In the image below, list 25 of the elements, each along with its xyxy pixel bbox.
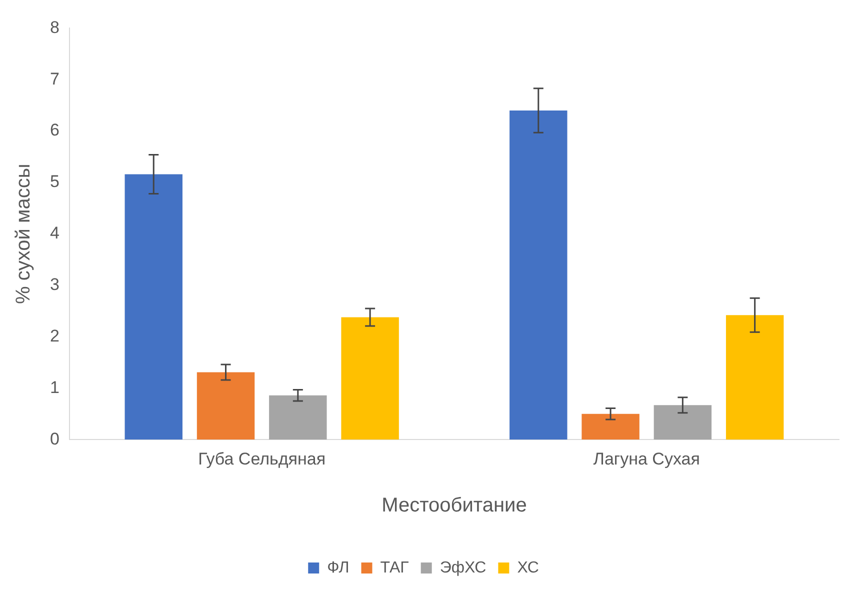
y-tick-label: 1 — [50, 378, 60, 397]
y-tick-label: 2 — [50, 326, 60, 346]
x-tick-label: Лагуна Сухая — [593, 449, 700, 468]
legend-label: ФЛ — [327, 559, 350, 576]
bar — [510, 110, 568, 440]
bar — [341, 317, 399, 440]
y-tick-label: 6 — [50, 120, 60, 140]
y-tick-label: 0 — [50, 429, 60, 448]
legend-label: ХС — [517, 559, 539, 576]
bar — [654, 405, 712, 440]
x-axis-title: Местообитание — [382, 494, 527, 517]
y-axis-title: % сухой массы — [12, 164, 35, 304]
y-tick-label: 3 — [50, 275, 60, 294]
legend-label: ТАГ — [380, 559, 410, 576]
y-tick-label: 4 — [50, 224, 60, 243]
bar — [726, 315, 784, 440]
bar — [196, 372, 255, 440]
y-tick-label: 7 — [50, 69, 60, 88]
x-tick-label: Губа Сельдяная — [198, 449, 326, 468]
y-tick-label: 5 — [50, 172, 60, 192]
bar — [124, 174, 182, 440]
bar — [582, 414, 640, 440]
legend-label: ЭфХС — [440, 559, 486, 576]
bar — [269, 395, 327, 440]
y-tick-label: 8 — [50, 18, 60, 37]
